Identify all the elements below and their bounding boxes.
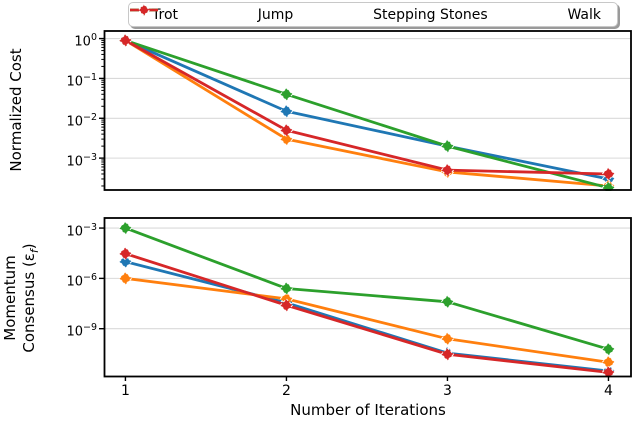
legend-entry-walk: Walk <box>130 3 601 23</box>
y-tick-label: 10−2 <box>66 111 97 130</box>
legend: Trot Jump Stepping Stones Walk <box>128 2 618 27</box>
y-tick-label: 100 <box>74 32 97 50</box>
series-stepping-stones <box>118 221 616 357</box>
marker-jump-icon <box>440 331 455 346</box>
marker-stepping-stones-icon <box>601 342 616 357</box>
legend-label-walk: Walk <box>567 6 601 23</box>
series-jump <box>118 271 616 370</box>
series-walk <box>118 246 616 378</box>
marker-stepping-stones-icon <box>279 281 294 296</box>
legend-entry-stepping-stones: Stepping Stones <box>130 3 488 23</box>
marker-trot-icon <box>118 254 133 269</box>
legend-label-trot: Trot <box>152 6 178 23</box>
legend-label-stepping-stones: Stepping Stones <box>373 6 488 23</box>
y-axis-label-top: Normalized Cost <box>7 48 25 172</box>
marker-stepping-stones-icon <box>440 294 455 309</box>
marker-walk-icon <box>279 298 294 313</box>
marker-walk-icon <box>118 246 133 261</box>
series-line-jump <box>125 276 609 364</box>
marker-stepping-stones-icon <box>601 180 616 191</box>
series-walk <box>118 33 616 181</box>
marker-stepping-stones-icon <box>279 87 294 102</box>
marker-walk-icon <box>601 365 616 378</box>
marker-trot-icon <box>279 104 294 119</box>
series-trot <box>118 254 616 378</box>
series-line-stepping-stones <box>124 39 609 190</box>
x-tick-label: 3 <box>442 382 452 399</box>
x-axis-label: Number of Iterations <box>290 401 446 419</box>
marker-jump-icon <box>118 271 133 286</box>
y-tick-label: 10−1 <box>66 71 97 90</box>
y-tick-label: 10−9 <box>66 322 97 340</box>
x-tick-label: 1 <box>120 382 130 399</box>
plot-frame <box>103 217 632 378</box>
y-tick-label: 10−3 <box>66 151 97 169</box>
series-line-trot <box>124 39 609 181</box>
marker-jump-icon <box>279 132 294 147</box>
series-line-jump <box>124 39 609 188</box>
marker-walk-icon <box>440 163 455 178</box>
series-jump <box>118 33 616 191</box>
legend-label-jump: Jump <box>257 6 294 23</box>
y-axis-label-bottom: Momentum Consensus (εf) <box>1 243 41 353</box>
marker-jump-icon <box>601 355 616 370</box>
series-line-walk <box>124 39 609 176</box>
marker-stepping-stones-icon <box>118 221 133 235</box>
series-trot <box>118 33 616 186</box>
x-tick-label: 4 <box>603 382 613 399</box>
plot-frame <box>103 30 632 191</box>
marker-walk-icon <box>279 123 294 138</box>
marker-walk-icon <box>601 167 616 181</box>
series-line-stepping-stones <box>124 226 609 351</box>
series-line-walk <box>125 252 609 374</box>
legend-entry-jump: Jump <box>130 3 294 23</box>
x-tick-label: 2 <box>281 382 291 399</box>
y-tick-label: 10−3 <box>66 221 97 239</box>
y-tick-label: 10−6 <box>66 271 97 290</box>
marker-walk-icon <box>118 33 133 48</box>
marker-walk-icon <box>440 347 455 362</box>
marker-stepping-stones-icon <box>440 139 455 154</box>
series-stepping-stones <box>118 33 616 191</box>
